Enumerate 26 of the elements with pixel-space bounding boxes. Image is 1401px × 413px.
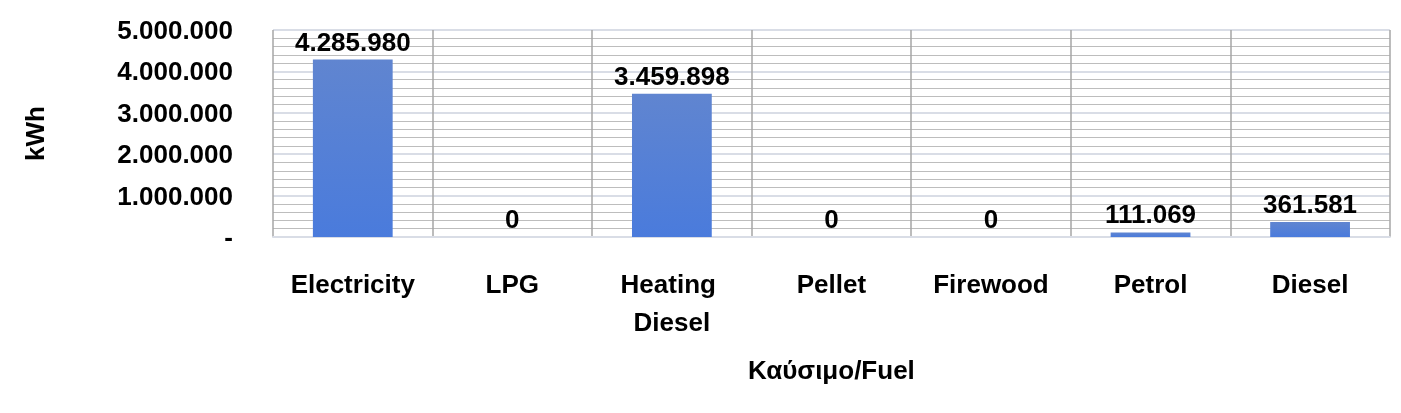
bar: [1270, 222, 1350, 237]
x-tick-label: Firewood: [933, 269, 1049, 299]
x-tick-label: Heating Diesel: [620, 269, 724, 337]
data-label: 4.285.980: [294, 26, 411, 57]
bar: [631, 93, 712, 237]
y-tick-label: 4.000.000: [117, 56, 233, 87]
bar: [312, 59, 393, 237]
data-label: 111.069: [1104, 199, 1197, 230]
data-label: 0: [824, 204, 839, 234]
y-tick-label: -: [224, 222, 233, 252]
x-tick-label: LPG: [485, 269, 540, 299]
bar: [1110, 232, 1191, 237]
y-tick-label: 3.000.000: [117, 97, 233, 128]
x-axis-title: Καύσιμο/Fuel: [748, 355, 915, 385]
x-tick-label: Electricity: [290, 269, 416, 299]
y-tick-label: 5.000.000: [117, 15, 233, 45]
y-tick-label: 2.000.000: [117, 139, 233, 170]
data-label: 361.581: [1263, 189, 1358, 220]
x-tick-label: Petrol: [1113, 269, 1188, 299]
y-axis-title: kWh: [20, 106, 50, 161]
data-label: 3.459.898: [614, 60, 730, 91]
data-label: 0: [505, 204, 520, 234]
x-tick-label: Diesel: [1271, 269, 1349, 299]
data-label: 0: [983, 204, 999, 234]
y-tick-label: 1.000.000: [117, 180, 233, 211]
x-tick-label: Pellet: [796, 269, 867, 299]
